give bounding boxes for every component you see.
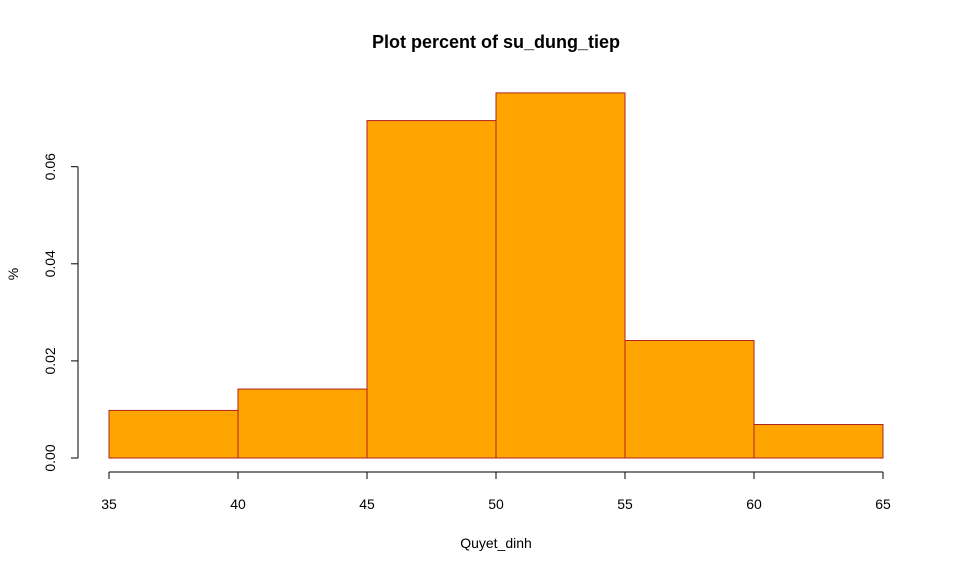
y-tick-label: 0.00 xyxy=(42,444,58,471)
x-axis: 35 40 45 50 55 60 65 xyxy=(101,471,891,512)
histogram-bar-45-50 xyxy=(366,120,497,459)
y-tick-label: 0.02 xyxy=(42,347,58,374)
bars-group xyxy=(108,92,884,459)
x-tick-label: 35 xyxy=(101,496,117,512)
y-tick-label: 0.06 xyxy=(42,153,58,180)
chart-title: Plot percent of su_dung_tiep xyxy=(372,32,620,52)
x-tick-label: 55 xyxy=(617,496,633,512)
x-tick-label: 45 xyxy=(359,496,375,512)
histogram-bar-60-65 xyxy=(753,424,884,459)
y-axis-label: % xyxy=(5,268,21,280)
y-tick-label: 0.04 xyxy=(42,250,58,277)
x-tick-label: 40 xyxy=(230,496,246,512)
x-axis-label: Quyet_dinh xyxy=(460,535,532,551)
y-axis: 0.00 0.02 0.04 0.06 xyxy=(42,153,79,472)
histogram-bar-50-55 xyxy=(495,92,626,459)
histogram-bar-55-60 xyxy=(624,340,755,459)
histogram-bar-40-45 xyxy=(237,388,368,459)
x-tick-label: 60 xyxy=(746,496,762,512)
x-tick-label: 65 xyxy=(875,496,891,512)
histogram-bar-35-40 xyxy=(108,409,239,459)
x-tick-label: 50 xyxy=(488,496,504,512)
